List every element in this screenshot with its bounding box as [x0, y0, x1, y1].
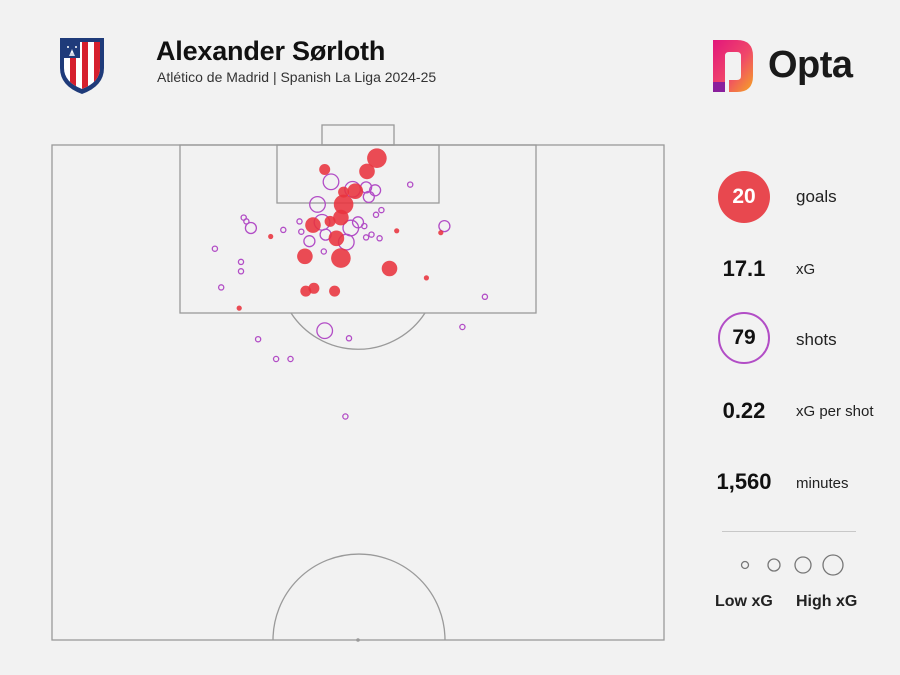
player-name: Alexander Sørloth: [156, 36, 386, 66]
legend-size-circle: [740, 560, 750, 570]
shot-marker: [309, 195, 326, 213]
shot-marker: [362, 234, 370, 241]
penalty-arc: [290, 312, 426, 350]
goal-marker: [338, 186, 350, 198]
shot-marker: [280, 226, 287, 234]
goal-marker: [438, 230, 444, 236]
goal-marker: [305, 217, 321, 233]
shot-marker: [217, 284, 225, 291]
goal-marker: [381, 260, 398, 277]
xg-label: xG: [796, 261, 816, 278]
pitch-lines: [51, 124, 665, 641]
goals-layer: [236, 148, 444, 311]
shot-marker: [378, 206, 385, 214]
team-season: Atlético de Madrid | Spanish La Liga 202…: [157, 69, 437, 85]
shots-badge: 79: [718, 312, 770, 364]
xg-value: 17.1: [722, 256, 766, 281]
legend-size-circle: [767, 558, 781, 572]
goal-marker: [328, 230, 345, 247]
shot-marker: [481, 293, 489, 301]
shot-marker: [342, 413, 349, 420]
goal-marker: [268, 233, 274, 240]
goal-marker: [331, 248, 351, 268]
goals-value: 20: [732, 185, 756, 208]
centre-spot: [356, 638, 360, 642]
legend-high-label: High xG: [796, 593, 858, 610]
legend-low-label: Low xG: [715, 593, 773, 610]
goals-badge: 20: [718, 171, 770, 223]
legend-size-circle: [822, 554, 844, 576]
goal-marker: [333, 194, 354, 215]
shot-marker: [368, 231, 375, 238]
shot-marker: [296, 218, 303, 225]
goal-marker: [297, 248, 313, 265]
shot-marker: [244, 221, 258, 235]
goal: [321, 124, 395, 146]
brand-name: Opta: [768, 44, 853, 86]
shot-marker: [322, 173, 340, 191]
shot-marker: [316, 322, 334, 340]
shot-map-pitch: [51, 124, 665, 642]
shot-marker: [345, 335, 353, 342]
goal-marker: [359, 163, 375, 180]
shot-marker: [406, 181, 414, 188]
atletico-crest-icon: [60, 38, 104, 94]
shot-marker: [372, 211, 380, 219]
shot-marker: [254, 335, 262, 343]
goal-marker: [329, 285, 341, 297]
shot-marker: [320, 248, 328, 255]
centre-circle: [272, 553, 446, 641]
opta-logo-icon: [713, 40, 753, 92]
legend-divider: [722, 531, 856, 532]
goal-marker: [423, 275, 429, 281]
shot-marker: [237, 268, 245, 275]
shot-marker: [368, 184, 382, 197]
shot-marker: [272, 355, 280, 363]
goal-marker: [394, 228, 400, 234]
shot-marker: [303, 235, 316, 248]
pitch-boundary: [51, 144, 665, 641]
goal-marker: [347, 183, 364, 199]
shot-marker: [211, 245, 219, 252]
legend-size-circle: [794, 556, 812, 574]
goal-marker: [324, 215, 336, 227]
goal-marker: [308, 282, 320, 294]
goal-marker: [367, 148, 387, 168]
shots-label: shots: [796, 330, 837, 349]
goal-marker: [319, 164, 331, 175]
goal-marker: [333, 209, 349, 226]
shot-marker: [361, 222, 368, 230]
xg-per-shot-label: xG per shot: [796, 403, 874, 420]
shots-value: 79: [732, 326, 756, 349]
goals-label: goals: [796, 187, 837, 206]
minutes-value: 1,560: [716, 469, 772, 494]
xg-per-shot-value: 0.22: [722, 398, 766, 423]
shot-marker: [438, 219, 451, 233]
xg-size-legend: [740, 554, 844, 576]
shot-marker: [237, 258, 245, 266]
shot-marker: [459, 323, 466, 331]
minutes-label: minutes: [796, 475, 849, 492]
shot-marker: [298, 228, 305, 235]
goal-marker: [236, 305, 242, 311]
shot-marker: [362, 190, 375, 204]
shot-marker: [376, 235, 383, 242]
shot-marker: [287, 355, 294, 363]
